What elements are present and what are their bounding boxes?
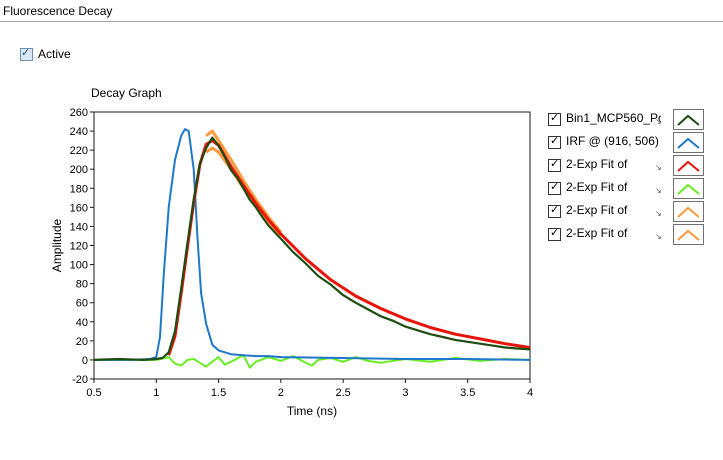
legend-label: IRF @ (916, 506): [566, 134, 659, 148]
active-checkbox[interactable]: Active: [20, 46, 71, 62]
series-line-0: [94, 136, 530, 361]
y-tick-label: 180: [70, 183, 88, 195]
legend-swatch[interactable]: [673, 178, 704, 199]
legend-swatch[interactable]: [673, 224, 704, 245]
legend-swatch[interactable]: [673, 155, 704, 176]
legend-checkbox[interactable]: [548, 157, 561, 172]
x-tick-label: 4: [527, 387, 533, 399]
legend-label: 2-Exp Fit of: [566, 157, 628, 171]
expand-arrow-icon[interactable]: ↘: [655, 163, 662, 172]
legend-swatch[interactable]: [673, 132, 704, 153]
plot-style-icon: [677, 229, 700, 241]
series-line-1: [94, 128, 530, 361]
legend-item[interactable]: IRF @ (916, 506): [548, 132, 708, 153]
y-tick-label: 80: [76, 279, 88, 291]
panel-title: Fluorescence Decay: [0, 0, 723, 22]
y-tick-label: 240: [70, 126, 88, 138]
legend-checkbox[interactable]: [548, 226, 561, 241]
x-tick-label: 3: [402, 387, 408, 399]
plot-style-icon: [677, 183, 700, 195]
legend-label: Bin1_MCP560_Po: [566, 111, 661, 125]
y-tick-label: 60: [76, 298, 88, 310]
legend-item[interactable]: 2-Exp Fit of ↘: [548, 155, 708, 176]
legend-checkbox[interactable]: [548, 134, 561, 149]
plot-style-icon: [677, 206, 700, 218]
legend-item[interactable]: 2-Exp Fit of ↘: [548, 178, 708, 199]
x-tick-label: 2.5: [335, 387, 350, 399]
legend-swatch[interactable]: [673, 201, 704, 222]
expand-arrow-icon[interactable]: ↘: [655, 209, 662, 218]
y-axis-label: Amplitude: [50, 219, 64, 273]
y-tick-label: 120: [70, 241, 88, 253]
plot-style-icon: [677, 160, 700, 172]
y-tick-label: 200: [70, 164, 88, 176]
active-checkbox-box[interactable]: [20, 46, 33, 61]
legend-checkbox[interactable]: [548, 203, 561, 218]
graph-title: Decay Graph: [91, 86, 162, 100]
x-axis-label: Time (ns): [287, 404, 337, 418]
legend-item[interactable]: Bin1_MCP560_Po↘: [548, 109, 708, 130]
legend-item[interactable]: 2-Exp Fit of ↘: [548, 201, 708, 222]
y-tick-label: 100: [70, 260, 88, 272]
y-tick-label: 160: [70, 202, 88, 214]
x-tick-label: 1: [153, 387, 159, 399]
active-checkbox-label: Active: [38, 47, 71, 61]
legend-item[interactable]: 2-Exp Fit of ↘: [548, 224, 708, 245]
x-tick-label: 1.5: [211, 387, 226, 399]
plot-style-icon: [677, 114, 700, 126]
y-tick-label: 220: [70, 145, 88, 157]
legend-label: 2-Exp Fit of: [566, 203, 628, 217]
expand-arrow-icon[interactable]: ↘: [655, 186, 662, 195]
x-tick-label: 2: [278, 387, 284, 399]
expand-arrow-icon[interactable]: ↘: [655, 117, 662, 126]
y-tick-label: -20: [72, 374, 88, 386]
legend-swatch[interactable]: [673, 109, 704, 130]
expand-arrow-icon[interactable]: ↘: [655, 232, 662, 241]
legend-checkbox[interactable]: [548, 180, 561, 195]
y-tick-label: 40: [76, 317, 88, 329]
y-tick-label: 140: [70, 221, 88, 233]
y-tick-label: 20: [76, 336, 88, 348]
y-tick-label: 260: [70, 107, 88, 119]
series-line-4: [205, 129, 283, 234]
x-tick-label: 0.5: [86, 387, 101, 399]
legend-checkbox[interactable]: [548, 111, 561, 126]
x-tick-label: 3.5: [460, 387, 475, 399]
legend-label: 2-Exp Fit of: [566, 180, 628, 194]
y-tick-label: 0: [82, 355, 88, 367]
legend-label: 2-Exp Fit of: [566, 226, 628, 240]
plot-style-icon: [677, 137, 700, 149]
